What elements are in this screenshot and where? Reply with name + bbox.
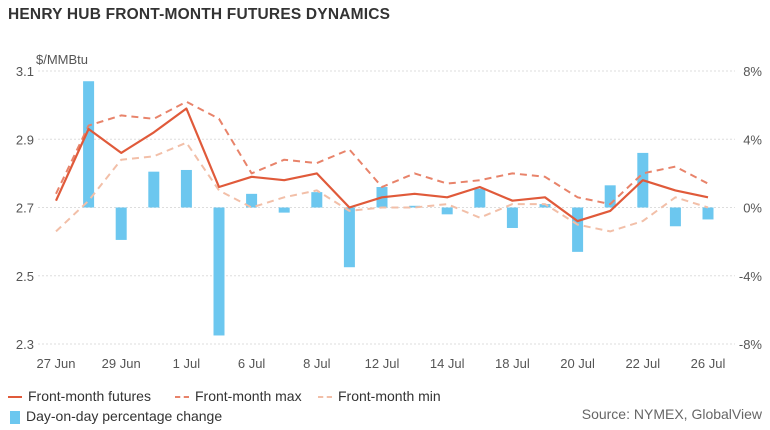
x-tick-label: 18 Jul (495, 356, 530, 371)
bar (311, 192, 323, 208)
chart-title: HENRY HUB FRONT-MONTH FUTURES DYNAMICS (8, 6, 391, 23)
legend-swatch-min (318, 396, 332, 399)
x-tick-label: 27 Jun (36, 356, 75, 371)
right-tick-label: 8% (743, 64, 762, 79)
right-tick-label: -8% (739, 337, 763, 352)
legend-item-change: Day-on-day percentage change (8, 408, 222, 424)
x-tick-label: 1 Jul (173, 356, 201, 371)
bar (213, 207, 225, 336)
bar (278, 207, 290, 213)
x-tick-label: 20 Jul (560, 356, 595, 371)
left-tick-label: 2.3 (16, 337, 34, 352)
bar (148, 171, 160, 208)
legend-label-change: Day-on-day percentage change (26, 408, 223, 424)
right-tick-label: -4% (739, 269, 763, 284)
bar (343, 207, 355, 268)
bar (474, 188, 486, 208)
legend-swatch-max (175, 396, 189, 399)
legend-label-max: Front-month max (195, 388, 302, 404)
x-tick-label: 12 Jul (365, 356, 400, 371)
left-tick-label: 2.9 (16, 132, 34, 147)
right-tick-label: 4% (743, 132, 762, 147)
legend-item-futures: Front-month futures (8, 388, 151, 404)
bar (669, 207, 681, 227)
line-min (55, 141, 709, 233)
bar (409, 205, 421, 208)
legend-item-min: Front-month min (318, 388, 441, 404)
x-tick-label: 29 Jun (102, 356, 141, 371)
bar (441, 207, 453, 215)
left-tick-label: 2.5 (16, 269, 34, 284)
bar (539, 204, 551, 208)
legend-swatch-futures (8, 396, 22, 399)
left-tick-label: 3.1 (16, 64, 34, 79)
line-series (54, 100, 709, 233)
legend-label-futures: Front-month futures (28, 388, 151, 404)
left-axis-unit: $/MMBtu (36, 52, 88, 67)
x-tick-label: 6 Jul (238, 356, 266, 371)
bar (572, 207, 584, 252)
bar (506, 207, 518, 228)
line-futures (54, 107, 709, 223)
x-tick-label: 22 Jul (625, 356, 660, 371)
left-tick-label: 2.7 (16, 201, 34, 216)
bar (702, 207, 714, 220)
legend-item-max: Front-month max (175, 388, 302, 404)
x-tick-label: 26 Jul (691, 356, 726, 371)
x-tick-label: 14 Jul (430, 356, 465, 371)
source-note: Source: NYMEX, GlobalView (581, 406, 762, 422)
right-tick-label: 0% (743, 201, 762, 216)
bar (604, 185, 616, 208)
x-tick-label: 8 Jul (303, 356, 331, 371)
line-max (55, 100, 709, 206)
legend-swatch-change (10, 410, 20, 424)
legend-label-min: Front-month min (338, 388, 441, 404)
bar (115, 207, 127, 240)
bar (246, 193, 258, 208)
bar (180, 169, 192, 208)
bar (83, 81, 95, 208)
tick-labels: 3.1 2.9 2.7 2.5 2.3 8% 4% 0% -4% -8% 27 Jun 29 Jun 1… (16, 64, 763, 371)
